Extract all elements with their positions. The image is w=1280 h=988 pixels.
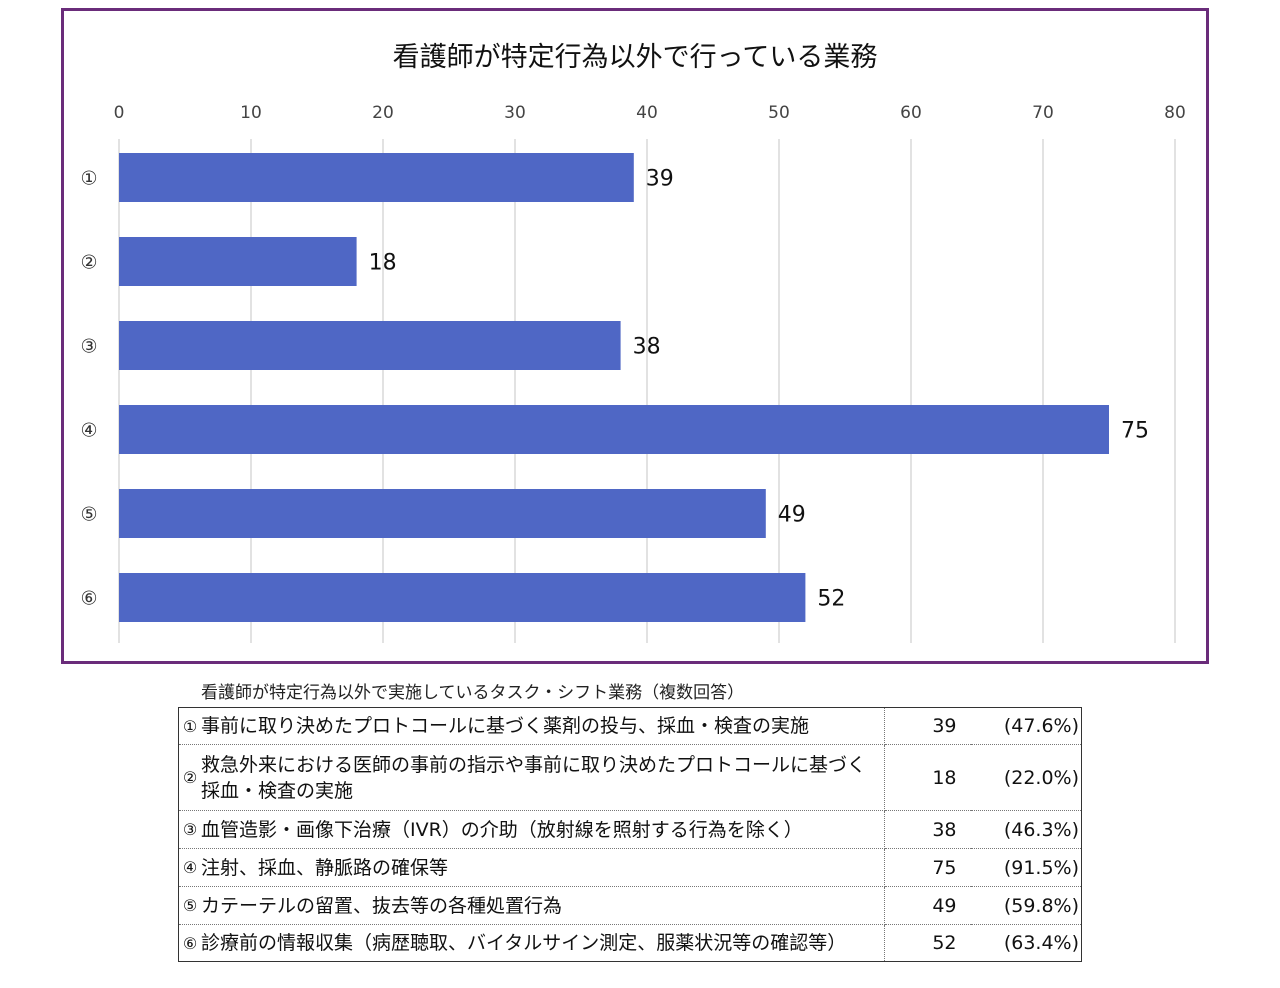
x-tick-label: 40 — [636, 103, 658, 123]
category-labels: ① ② ③ ④ ⑤ ⑥ — [80, 168, 97, 610]
x-tick-label: 60 — [900, 103, 922, 123]
x-tick-label: 80 — [1164, 103, 1186, 123]
x-tick-label: 30 — [504, 103, 526, 123]
chart-frame: 看護師が特定行為以外で行っている業務 0 10 20 30 40 50 60 70 80 ① ② ③… — [61, 8, 1209, 664]
x-tick-label: 0 — [114, 103, 125, 123]
table-row: ⑥ 診療前の情報収集（病歴聴取、バイタルサイン測定、服薬状況等の確認等） 52 (63… — [178, 924, 1082, 962]
category-label: ① — [80, 168, 97, 190]
table-row: ⑤ カテーテルの留置、抜去等の各種処置行為 49 (59.8%) — [178, 886, 1082, 925]
row-text: 事前に取り決めたプロトコールに基づく薬剤の投与、採血・検査の実施 — [201, 715, 810, 737]
row-count: 38 — [884, 810, 971, 849]
bar — [119, 321, 621, 370]
row-number: ⑤ — [182, 896, 198, 915]
x-tick-label: 10 — [240, 103, 262, 123]
bar — [119, 237, 357, 286]
category-label: ⑥ — [80, 588, 97, 610]
chart-title: 看護師が特定行為以外で行っている業務 — [393, 42, 878, 73]
category-label: ④ — [80, 420, 97, 442]
row-number: ④ — [182, 858, 198, 877]
table-row: ② 救急外来における医師の事前の指示や事前に取り決めたプロトコールに基づく採血・検… — [178, 744, 1082, 811]
bar — [119, 153, 634, 202]
data-label: 75 — [1121, 419, 1149, 444]
data-labels: 39 18 38 75 49 52 — [369, 167, 1149, 612]
data-label: 38 — [633, 335, 661, 360]
row-text: 救急外来における医師の事前の指示や事前に取り決めたプロトコールに基づく採血・検査… — [201, 753, 867, 802]
data-label: 18 — [369, 251, 397, 276]
data-label: 52 — [817, 587, 845, 612]
row-text: 診療前の情報収集（病歴聴取、バイタルサイン測定、服薬状況等の確認等） — [201, 932, 847, 954]
row-description-cell: ① 事前に取り決めたプロトコールに基づく薬剤の投与、採血・検査の実施 — [178, 707, 885, 745]
row-text: カテーテルの留置、抜去等の各種処置行為 — [201, 894, 563, 917]
table-row: ④ 注射、採血、静脈路の確保等 75 (91.5%) — [178, 848, 1082, 887]
row-count: 39 — [884, 707, 971, 745]
row-number: ② — [182, 768, 198, 787]
x-tick-label: 70 — [1032, 103, 1054, 123]
row-description-cell: ② 救急外来における医師の事前の指示や事前に取り決めたプロトコールに基づく採血・検… — [178, 744, 885, 811]
data-label: 49 — [778, 503, 806, 528]
table-caption: 看護師が特定行為以外で実施しているタスク・シフト業務（複数回答） — [201, 683, 745, 703]
table-row: ① 事前に取り決めたプロトコールに基づく薬剤の投与、採血・検査の実施 39 (47.6… — [178, 707, 1082, 745]
row-percentage: (46.3%) — [970, 810, 1082, 849]
row-description-cell: ⑤ カテーテルの留置、抜去等の各種処置行為 — [178, 886, 885, 925]
summary-table: ① 事前に取り決めたプロトコールに基づく薬剤の投与、採血・検査の実施 39 (47.6… — [178, 707, 1082, 962]
category-label: ② — [80, 252, 97, 274]
row-number: ⑥ — [182, 933, 198, 953]
row-description-cell: ④ 注射、採血、静脈路の確保等 — [178, 848, 885, 887]
row-percentage: (63.4%) — [1003, 932, 1079, 954]
row-percentage: (59.8%) — [970, 886, 1082, 925]
bar — [119, 489, 766, 538]
row-count: 52 — [932, 932, 957, 954]
row-count: 18 — [884, 744, 971, 811]
bar — [119, 405, 1109, 454]
row-description-cell: ⑥ 診療前の情報収集（病歴聴取、バイタルサイン測定、服薬状況等の確認等） — [178, 924, 885, 962]
table-body: ① 事前に取り決めたプロトコールに基づく薬剤の投与、採血・検査の実施 39 (47.6… — [178, 707, 1082, 962]
row-number: ① — [182, 716, 198, 736]
table-row: ③ 血管造影・画像下治療（IVR）の介助（放射線を照射する行為を除く） 38 (46.… — [178, 810, 1082, 849]
bar-chart: 看護師が特定行為以外で行っている業務 0 10 20 30 40 50 60 70 80 ① ② ③… — [80, 42, 1186, 643]
grid-lines — [118, 139, 1176, 643]
row-description-cell: ③ 血管造影・画像下治療（IVR）の介助（放射線を照射する行為を除く） — [178, 810, 885, 849]
row-percentage: (91.5%) — [970, 848, 1082, 887]
row-count: 49 — [884, 886, 971, 925]
row-percentage: (22.0%) — [970, 744, 1082, 811]
category-label: ⑤ — [80, 504, 97, 526]
bar — [119, 573, 806, 622]
category-label: ③ — [80, 336, 97, 358]
row-percentage: (47.6%) — [970, 707, 1082, 745]
row-text: 血管造影・画像下治療（IVR）の介助（放射線を照射する行為を除く） — [201, 818, 803, 841]
row-count: 75 — [884, 848, 971, 887]
x-tick-label: 50 — [768, 103, 790, 123]
x-tick-label: 20 — [372, 103, 394, 123]
row-number: ③ — [182, 820, 198, 839]
row-text: 注射、採血、静脈路の確保等 — [201, 856, 449, 879]
bars — [119, 153, 1109, 622]
x-axis-ticks: 0 10 20 30 40 50 60 70 80 — [114, 103, 1186, 123]
data-label: 39 — [646, 167, 674, 192]
